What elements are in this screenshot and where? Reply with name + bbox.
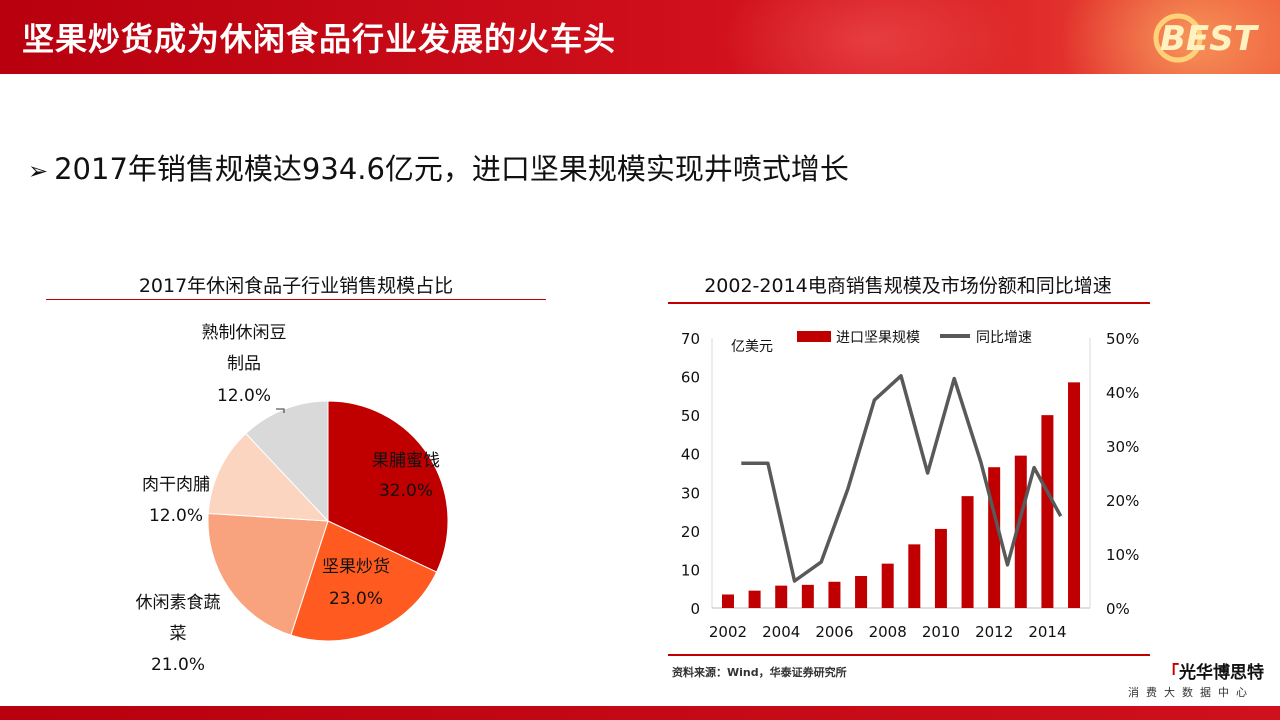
pie-title-rule <box>46 299 546 300</box>
bar-chart-title: 2002-2014电商销售规模及市场份额和同比增速 <box>704 275 1112 297</box>
bullet-arrow-icon: ➢ <box>28 157 49 185</box>
pie-slice-label: 制品 <box>227 354 261 374</box>
pie-slice-value-label: 21.0% <box>151 655 205 675</box>
best-logo-text: BEST <box>1160 19 1260 59</box>
bar-2005 <box>801 584 814 608</box>
bar-2006 <box>828 581 841 608</box>
y2-tick-label: 0% <box>1106 600 1130 618</box>
brand-name: 「光华博思特 <box>1162 658 1264 683</box>
growth-rate-line <box>741 374 1063 583</box>
x-tick-label: 2004 <box>762 623 800 641</box>
x-tick-label: 2014 <box>1028 623 1066 641</box>
y-axis-unit-label: 亿美元 <box>731 339 773 355</box>
y-tick-label: 60 <box>681 369 700 387</box>
legend-label: 进口坚果规模 <box>836 330 920 346</box>
footer-bar <box>0 706 1280 720</box>
x-tick-label: 2012 <box>975 623 1013 641</box>
y-tick-label: 40 <box>681 446 700 464</box>
header-banner: 坚果炒货成为休闲食品行业发展的火车头 BEST <box>0 0 1280 74</box>
pie-slice-label: 坚果炒货 <box>322 557 390 577</box>
header-glow <box>1060 0 1280 74</box>
pie-slice-3 <box>207 512 329 636</box>
bar-2014 <box>1041 415 1054 608</box>
bar-2009 <box>908 544 921 608</box>
y-tick-label: 10 <box>681 561 700 579</box>
source-note: 资料来源：Wind，华泰证券研究所 <box>672 666 847 679</box>
pie-slice-label: 肉干肉脯 <box>142 475 210 495</box>
y-tick-label: 20 <box>681 523 700 541</box>
bar-2013 <box>1014 455 1027 608</box>
pie-slice-label: 果脯蜜饯 <box>372 451 440 471</box>
bar-bottom-rule <box>668 654 1150 656</box>
bar-title-rule <box>668 302 1150 304</box>
bar-2002 <box>721 594 734 608</box>
y2-tick-label: 50% <box>1106 330 1139 348</box>
pie-chart-title: 2017年休闲食品子行业销售规模占比 <box>138 275 454 297</box>
y2-tick-label: 40% <box>1106 384 1139 402</box>
pie-slice-label: 休闲素食蔬 <box>136 593 221 613</box>
pie-slice-value-label: 23.0% <box>329 589 383 609</box>
x-tick-label: 2008 <box>869 623 907 641</box>
bar-2011 <box>961 496 974 608</box>
brand-bracket-icon: 「 <box>1162 663 1179 683</box>
bar-2010 <box>934 528 947 608</box>
pie-slice-label: 熟制休闲豆 <box>202 322 287 343</box>
bar-2003 <box>748 590 761 608</box>
y-tick-label: 30 <box>681 484 700 502</box>
headline-text: 2017年销售规模达934.6亿元，进口坚果规模实现井喷式增长 <box>54 152 849 186</box>
pie-leader-line <box>276 408 285 413</box>
y-tick-label: 70 <box>681 330 700 348</box>
bar-2015 <box>1068 382 1081 608</box>
y2-tick-label: 20% <box>1106 492 1139 510</box>
pie-slice-1 <box>327 400 449 573</box>
bar-2004 <box>775 585 788 608</box>
best-logo: BEST <box>1153 13 1260 63</box>
page-title: 坚果炒货成为休闲食品行业发展的火车头 <box>22 20 617 58</box>
x-tick-label: 2006 <box>815 623 853 641</box>
y2-tick-label: 10% <box>1106 546 1139 564</box>
bar-2008 <box>881 563 894 608</box>
y-tick-label: 0 <box>690 600 700 618</box>
pie-slice-label: 菜 <box>170 624 187 644</box>
pie-slice-4 <box>207 432 330 522</box>
bar-2007 <box>855 575 868 608</box>
y2-tick-label: 30% <box>1106 438 1139 456</box>
pie-slice-value-label: 12.0% <box>149 506 203 526</box>
bar-2012 <box>988 467 1001 608</box>
pie-slice-value-label: 32.0% <box>379 481 433 501</box>
brand-subtitle: 消费大数据中心 <box>1128 686 1254 699</box>
pie-slice-value-label: 12.0% <box>217 386 271 406</box>
headline: ➢ 2017年销售规模达934.6亿元，进口坚果规模实现井喷式增长 <box>28 146 849 188</box>
x-tick-label: 2010 <box>922 623 960 641</box>
legend-swatch-bar <box>797 331 831 342</box>
brand-name-text: 光华博思特 <box>1179 663 1264 683</box>
header-glow <box>720 0 1020 74</box>
y-tick-label: 50 <box>681 407 700 425</box>
legend-label: 同比增速 <box>976 330 1032 346</box>
pie-slice-2 <box>290 520 438 642</box>
x-tick-label: 2002 <box>709 623 747 641</box>
